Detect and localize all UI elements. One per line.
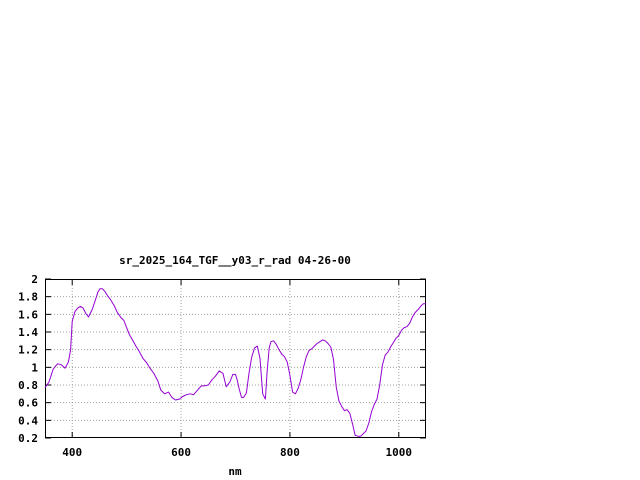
y-tick-label: 1.8 (18, 291, 38, 304)
x-tick-label: 600 (171, 446, 191, 459)
x-tick-label: 400 (62, 446, 82, 459)
x-axis-label: nm (228, 465, 242, 478)
y-tick-label: 1 (31, 361, 38, 374)
plot-area (44, 288, 426, 437)
y-tick-label: 1.2 (18, 344, 38, 357)
y-tick-label: 0.4 (18, 414, 38, 427)
y-tick-label: 1.6 (18, 308, 38, 321)
y-tick-label: 0.6 (18, 397, 38, 410)
chart-title: sr_2025_164_TGF__y03_r_rad 04-26-00 (119, 254, 351, 267)
y-tick-label: 0.8 (18, 379, 38, 392)
y-tick-label: 1.4 (18, 326, 38, 339)
plot-border (45, 279, 426, 438)
y-tick-label: 0.2 (18, 432, 38, 445)
x-tick-label: 1000 (386, 446, 413, 459)
grid (45, 279, 426, 438)
series-line-0 (44, 288, 426, 437)
axes: 400 600 800 1000 0.2 0.4 0.6 0.8 1 1.2 1.4 1.6 1.8 2 (18, 273, 426, 459)
x-tick-label: 800 (280, 446, 300, 459)
y-tick-label: 2 (31, 273, 38, 286)
